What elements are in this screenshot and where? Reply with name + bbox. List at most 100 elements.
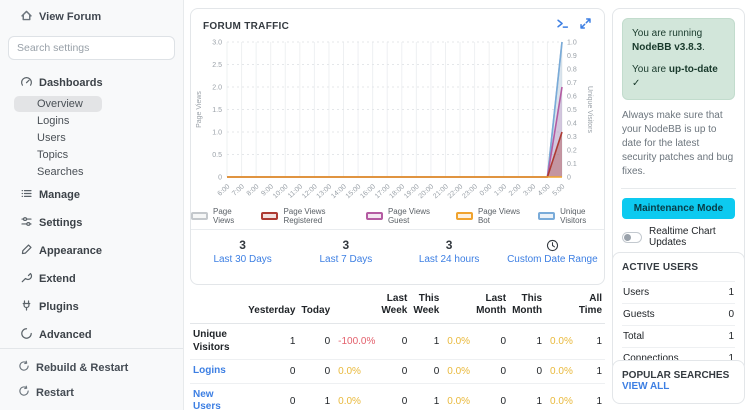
sidebar-item-plugins[interactable]: Plugins [0, 294, 183, 320]
legend-label: Unique Visitors [560, 207, 587, 225]
svg-text:14:00: 14:00 [330, 183, 348, 200]
value-cell: 0 [509, 359, 546, 384]
metrics-table-section: Yesterday Today Last Week This Week Last Mon… [190, 290, 605, 410]
sidebar-item-dashboards[interactable]: Dashboards [0, 70, 183, 96]
value-cell: 0 [298, 359, 334, 384]
row-label-logins[interactable]: Logins [190, 359, 246, 384]
svg-text:Page Views: Page Views [196, 91, 203, 128]
stat-last-30-days[interactable]: 3 Last 30 Days [191, 237, 294, 265]
svg-text:10:00: 10:00 [272, 183, 290, 200]
nav-group-manage: Manage [0, 182, 183, 208]
toggle-realtime-chart-updates[interactable]: Realtime Chart Updates [622, 226, 735, 248]
forum-traffic-card: FORUM TRAFFIC 6:00 7:00 8:00 9:00 10:00 11:00… [190, 8, 605, 285]
version-number: NodeBB v3.8.3 [632, 42, 703, 53]
terminal-icon[interactable] [556, 17, 569, 35]
legend-item-page-views: Page Views [191, 207, 247, 225]
svg-text:0: 0 [567, 175, 571, 182]
column-header [190, 290, 246, 324]
sidebar-footer-restart[interactable]: Restart [0, 380, 183, 405]
stat-value: 3 [239, 238, 246, 252]
sidebar-item-manage[interactable]: Manage [0, 182, 183, 208]
toggle-switch[interactable] [622, 231, 642, 243]
metric-value: 0 [728, 309, 734, 320]
sidebar-item-extend[interactable]: Extend [0, 266, 183, 292]
svg-text:3.0: 3.0 [212, 40, 222, 47]
column-header: Yesterday [245, 290, 299, 324]
column-header: All Time [575, 290, 605, 324]
sidebar-item-appearance[interactable]: Appearance [0, 238, 183, 264]
version-alert: You are running NodeBB v3.8.3. You are u… [622, 18, 735, 100]
active-users-rows: Users 1 Guests 0 Total 1 Connections 1 [622, 281, 735, 369]
circle-notch-icon [20, 327, 33, 343]
sidebar-item-label: Advanced [39, 329, 92, 341]
value-cell: 0 [245, 359, 299, 384]
view-forum-label: View Forum [39, 11, 102, 23]
svg-text:Unique Visitors: Unique Visitors [586, 86, 593, 133]
metric-label: Users [623, 287, 650, 298]
nav-group-settings: Settings [0, 210, 183, 236]
svg-text:1.0: 1.0 [212, 130, 222, 137]
value-cell: 0 [245, 383, 299, 410]
svg-text:11:00: 11:00 [287, 183, 304, 200]
row-label-unique-visitors: Unique Visitors [190, 323, 246, 360]
sidebar-item-settings[interactable]: Settings [0, 210, 183, 236]
svg-text:17:00: 17:00 [374, 183, 392, 200]
metric-value: 1 [728, 287, 734, 298]
value-cell: 1 [298, 383, 334, 410]
value-cell: 1 [410, 323, 443, 360]
gauge-icon [20, 75, 33, 91]
metric-label: Total [623, 331, 645, 342]
pct-cell: 0.0% [442, 383, 474, 410]
traffic-chart: 6:00 7:00 8:00 9:0010:0011:0012:0013:0014:0… [196, 40, 593, 201]
table-row-unique-visitors: Unique Visitors 1 0 -100.0% 0 1 0.0% 0 1 0.0% 1 [190, 323, 605, 360]
search-settings-input[interactable] [8, 36, 175, 60]
row-label-new-users[interactable]: New Users [190, 383, 246, 410]
svg-text:2.5: 2.5 [212, 62, 222, 69]
legend-swatch [191, 212, 209, 220]
legend-item-unique-visitors: Unique Visitors [538, 207, 604, 225]
sidebar-item-users[interactable]: Users [37, 132, 66, 144]
stat-last-24-hours[interactable]: 3 Last 24 hours [398, 237, 501, 265]
value-cell: 1 [575, 323, 605, 360]
stat-custom-date-range[interactable]: Custom Date Range [501, 237, 604, 265]
sidebar-footer-rebuild-restart[interactable]: Rebuild & Restart [0, 355, 183, 380]
svg-text:6:00: 6:00 [217, 183, 232, 197]
sidebar-item-view-forum[interactable]: View Forum [0, 0, 183, 30]
svg-text:12:00: 12:00 [301, 183, 319, 200]
sidebar-item-searches[interactable]: Searches [37, 166, 84, 178]
toggle-label: Realtime Chart Updates [649, 226, 716, 248]
svg-text:2.0: 2.0 [212, 85, 222, 92]
column-header: Today [298, 290, 334, 324]
svg-text:18:00: 18:00 [388, 183, 406, 200]
maintenance-mode-button[interactable]: Maintenance Mode [622, 198, 735, 219]
svg-text:0.4: 0.4 [567, 121, 577, 128]
pct-cell: 0.0% [442, 323, 474, 360]
svg-text:0.1: 0.1 [567, 161, 577, 168]
sidebar-item-topics[interactable]: Topics [37, 149, 69, 161]
svg-text:1:00: 1:00 [493, 183, 508, 197]
sidebar-footer-log-out[interactable]: Log out [0, 405, 183, 410]
sidebar-item-logins[interactable]: Logins [37, 115, 70, 127]
sidebar-item-label: Extend [39, 273, 76, 285]
forum-traffic-title: FORUM TRAFFIC [203, 20, 290, 32]
svg-text:23:00: 23:00 [461, 183, 479, 200]
sidebar-item-advanced[interactable]: Advanced [0, 322, 183, 348]
active-users-row-total: Total 1 [622, 325, 735, 347]
svg-text:7:00: 7:00 [231, 183, 246, 197]
stat-last-7-days[interactable]: 3 Last 7 Days [294, 237, 397, 265]
stat-value: 3 [445, 238, 453, 252]
svg-text:16:00: 16:00 [359, 183, 377, 200]
column-header [545, 290, 576, 324]
stat-label: Last 24 hours [418, 254, 480, 265]
column-header: This Month [509, 290, 546, 324]
view-all-link[interactable]: VIEW ALL [622, 381, 670, 392]
nav-group-dashboards: Dashboards Overview Logins Users Topics Searc… [0, 70, 183, 180]
svg-text:0.9: 0.9 [567, 53, 577, 60]
forum-traffic-header: FORUM TRAFFIC [191, 9, 604, 37]
value-cell: 1 [410, 383, 443, 410]
expand-icon[interactable] [579, 17, 592, 35]
legend-label: Page Views Guest [387, 207, 431, 225]
sidebar-item-overview[interactable]: Overview [14, 96, 102, 112]
value-cell: 1 [509, 383, 546, 410]
